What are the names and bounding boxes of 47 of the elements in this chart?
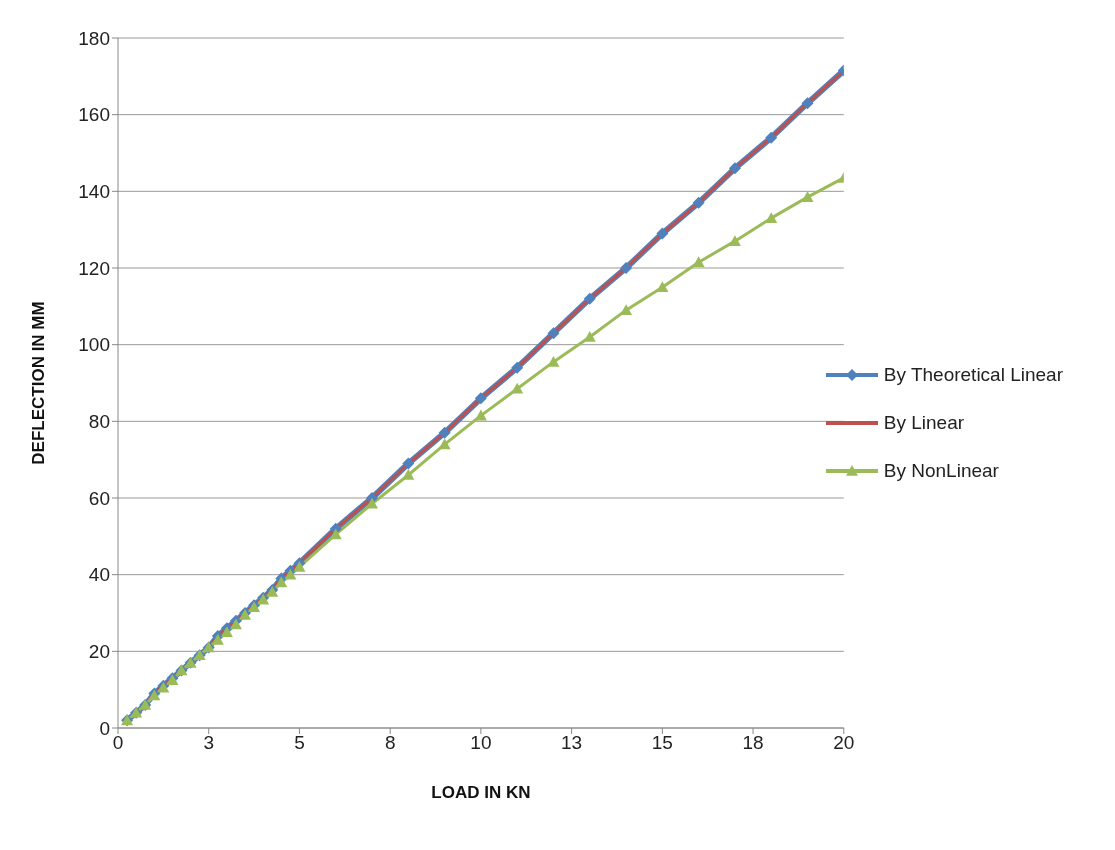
x-tick-label: 5	[294, 732, 305, 754]
point	[801, 191, 814, 202]
point	[692, 196, 705, 209]
point	[284, 568, 297, 580]
y-tick-label: 20	[88, 641, 110, 663]
legend-label: By Theoretical Linear	[883, 364, 1063, 386]
point	[620, 262, 633, 274]
point	[402, 457, 415, 470]
x-tick-label: 8	[384, 732, 396, 754]
point	[765, 212, 778, 223]
legend-label: By Linear	[883, 412, 965, 434]
x-tick-label: 10	[470, 732, 492, 754]
y-tick-label: 0	[99, 717, 110, 739]
point	[438, 426, 451, 439]
point	[229, 618, 242, 630]
x-tick-label: 3	[203, 732, 215, 754]
x-tick-label: 13	[561, 732, 583, 754]
point	[275, 576, 288, 588]
y-tick-label: 60	[88, 487, 110, 509]
x-tick-label: 20	[833, 732, 855, 754]
x-tick-label: 15	[651, 732, 673, 754]
point	[656, 281, 669, 292]
y-tick-label: 160	[78, 104, 110, 126]
y-axis-title: DEFLECTION IN MM	[29, 301, 49, 465]
point	[801, 97, 814, 110]
y-tick-label: 40	[88, 564, 110, 586]
y-tick-label: 180	[78, 27, 110, 49]
point	[511, 361, 524, 374]
point	[220, 626, 233, 637]
x-tick-label: 18	[742, 732, 764, 754]
x-tick-label: 0	[112, 732, 124, 754]
point	[583, 292, 596, 305]
y-tick-label: 80	[88, 411, 110, 433]
y-tick-label: 140	[78, 181, 110, 203]
point	[656, 227, 669, 240]
y-tick-label: 120	[78, 257, 110, 279]
point	[474, 392, 487, 405]
x-axis-title: LOAD IN KN	[431, 783, 531, 802]
point	[366, 497, 379, 509]
point	[511, 382, 524, 394]
point	[620, 304, 633, 315]
point	[728, 162, 741, 175]
point	[293, 561, 306, 572]
point	[547, 327, 560, 340]
point	[765, 131, 778, 144]
y-tick-label: 100	[78, 334, 110, 356]
legend-label: By NonLinear	[883, 460, 999, 482]
